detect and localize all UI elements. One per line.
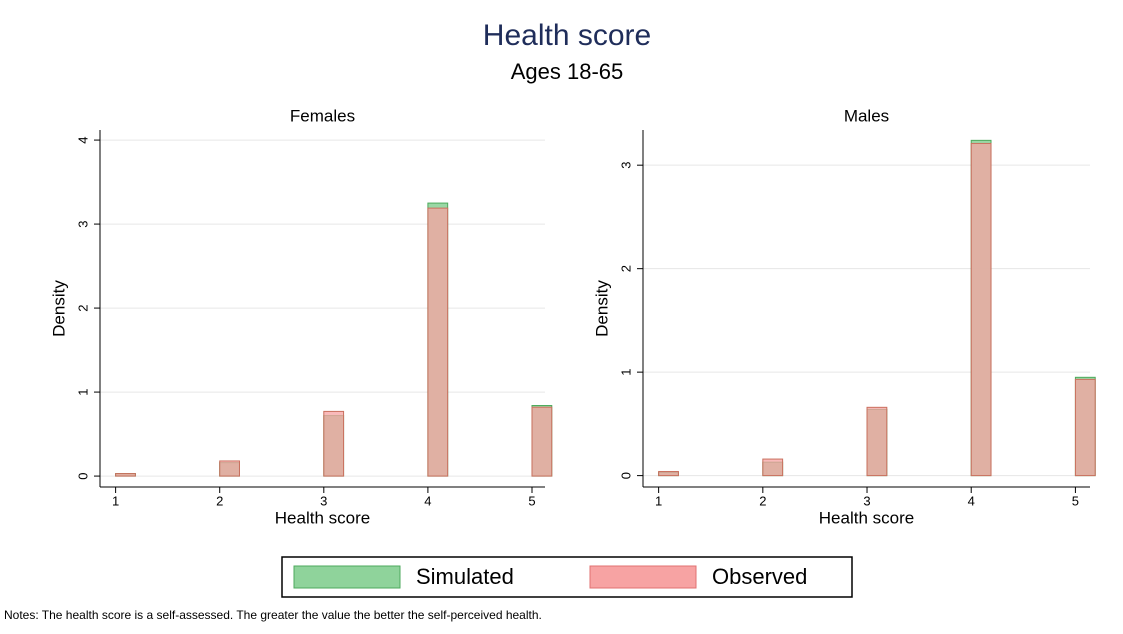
x-axis-title: Health score (275, 508, 370, 527)
notes: Notes: The health score is a self-assess… (4, 608, 542, 622)
x-tick-label: 1 (655, 493, 662, 508)
x-tick-label: 5 (528, 493, 535, 508)
y-tick-label: 2 (75, 304, 90, 311)
bar (970, 142, 992, 477)
y-tick-label: 3 (75, 220, 90, 227)
legend-swatch (293, 565, 401, 589)
panel-title: Females (290, 106, 355, 125)
y-tick-label: 0 (618, 472, 633, 479)
y-tick-label: 4 (75, 136, 90, 143)
legend-label: Simulated (416, 564, 514, 589)
x-tick-label: 5 (1072, 493, 1079, 508)
bar (427, 207, 449, 477)
chart-title: Health score (483, 19, 651, 52)
y-tick-label: 3 (618, 162, 633, 169)
bar (1074, 378, 1096, 477)
y-tick-label: 1 (618, 369, 633, 376)
x-tick-label: 1 (112, 493, 119, 508)
y-tick-label: 2 (618, 265, 633, 272)
x-tick-label: 4 (968, 493, 975, 508)
x-axis-title: Health score (819, 508, 914, 527)
panel-title: Males (844, 106, 889, 125)
y-tick-label: 0 (75, 472, 90, 479)
legend-label: Observed (712, 564, 807, 589)
y-axis-title: Density (592, 280, 611, 337)
bar (323, 410, 345, 477)
bar (219, 460, 240, 477)
x-tick-label: 2 (759, 493, 766, 508)
x-tick-label: 4 (424, 493, 431, 508)
chart-subtitle: Ages 18-65 (511, 59, 624, 84)
y-tick-label: 1 (75, 388, 90, 395)
x-tick-label: 2 (216, 493, 223, 508)
bar (762, 458, 784, 477)
bar (658, 470, 679, 477)
bar (866, 406, 888, 477)
bar (115, 473, 136, 477)
legend-swatch (589, 565, 697, 589)
bar (531, 406, 553, 477)
x-tick-label: 3 (320, 493, 327, 508)
y-axis-title: Density (49, 280, 68, 337)
x-tick-label: 3 (863, 493, 870, 508)
